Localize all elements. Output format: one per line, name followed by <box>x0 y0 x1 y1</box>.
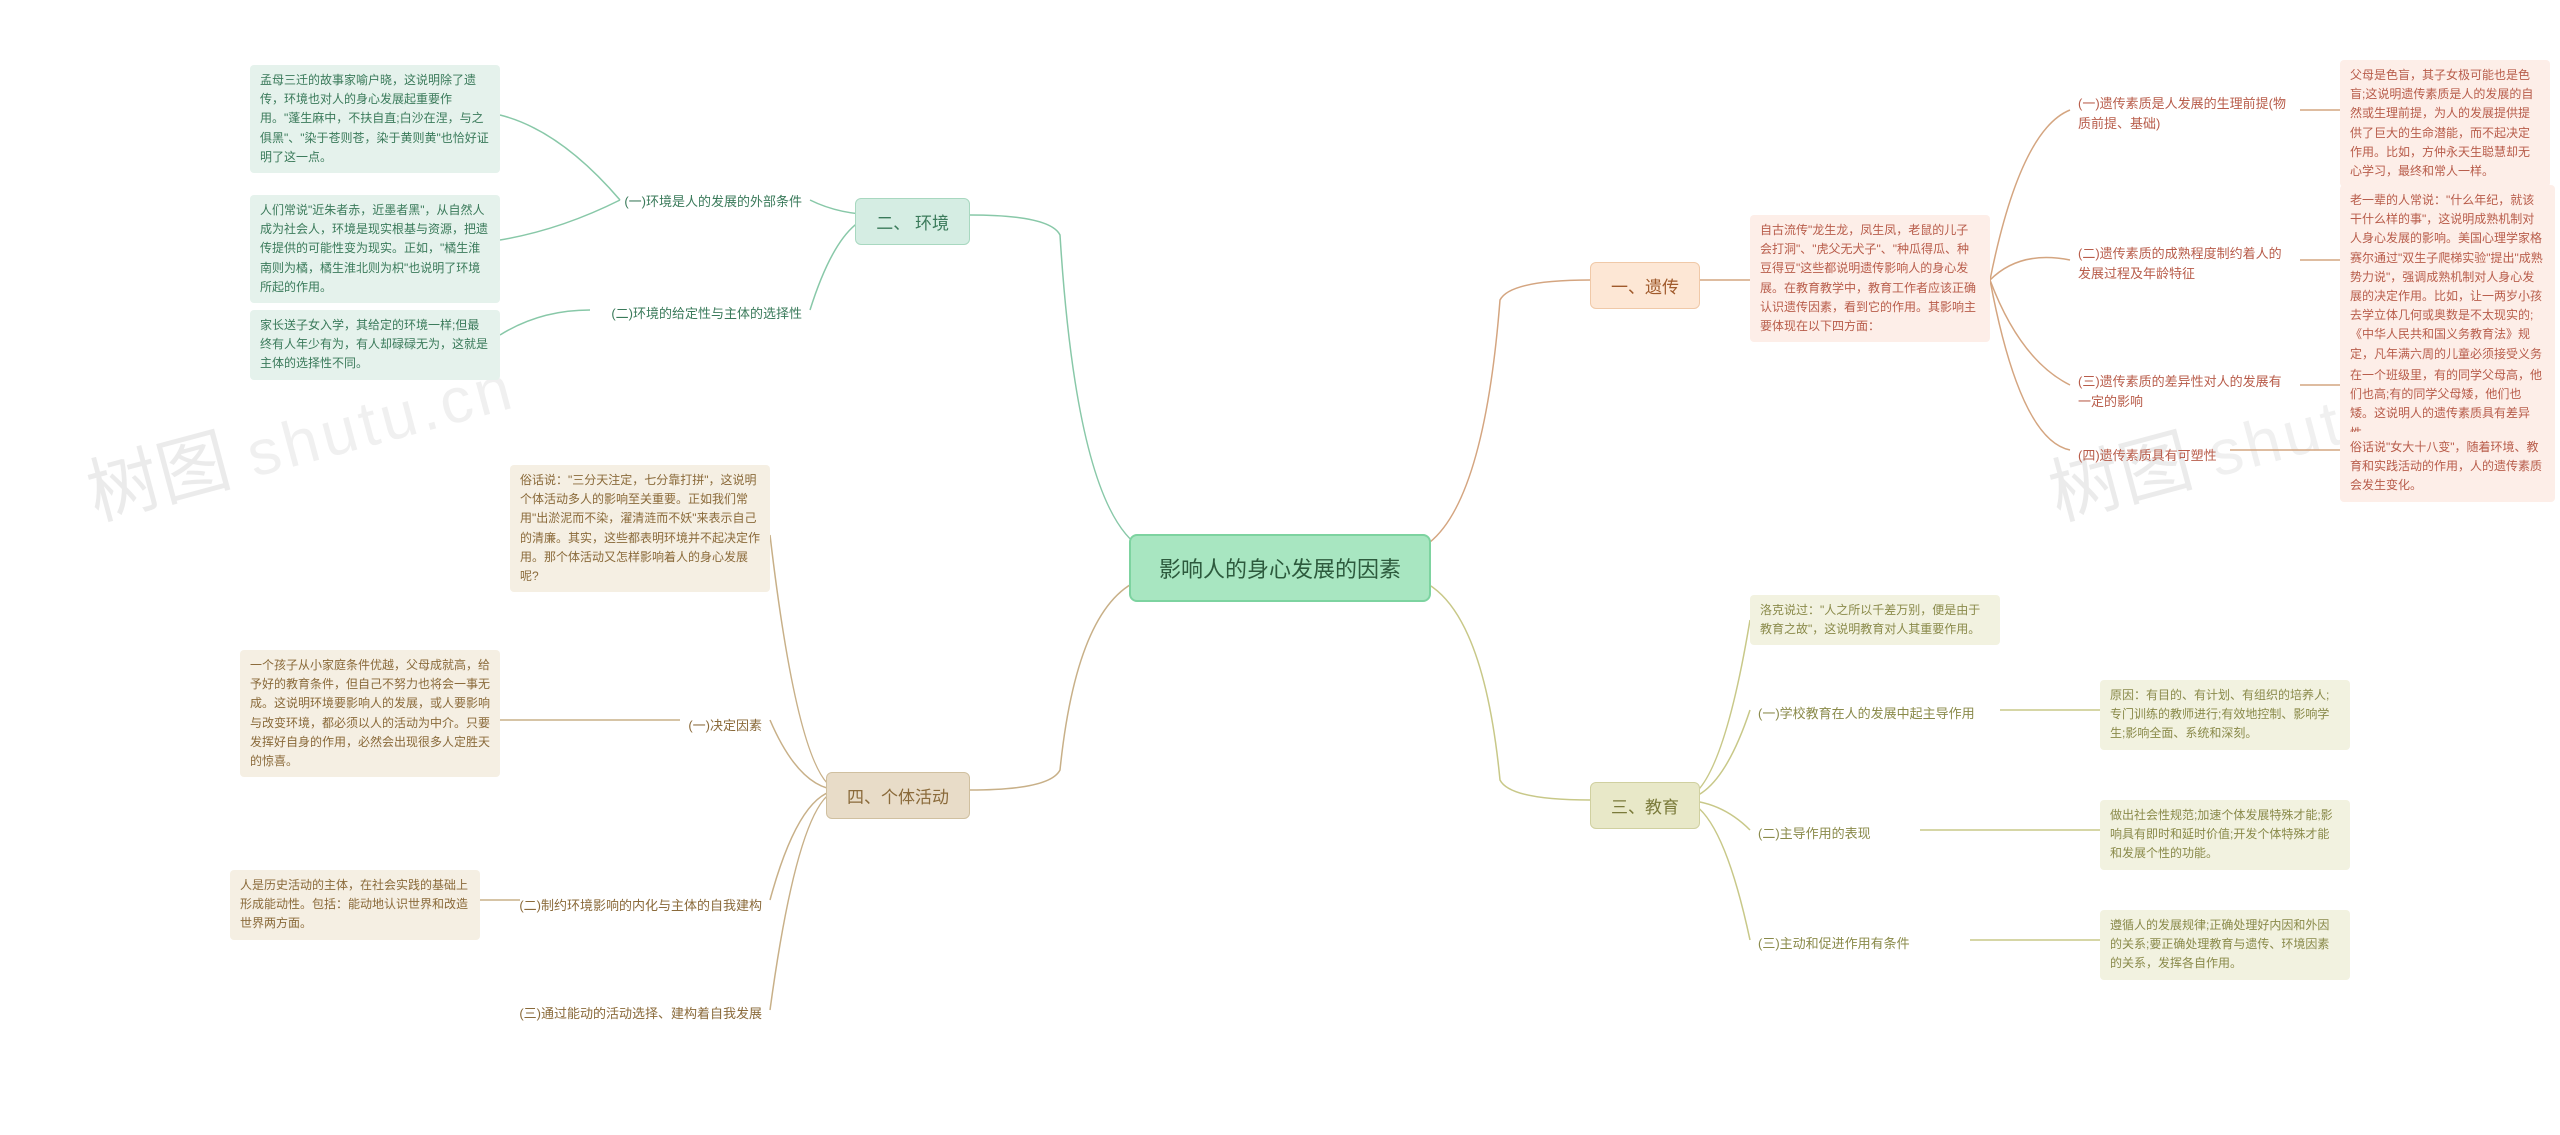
education-sub2: (二)主导作用的表现 <box>1750 820 1879 848</box>
education-sub2-leaf: 做出社会性规范;加速个体发展特殊才能;影响具有即时和延时价值;开发个体特殊才能和… <box>2100 800 2350 870</box>
education-sub3-leaf: 遵循人的发展规律;正确处理好内因和外因的关系;要正确处理教育与遗传、环境因素的关… <box>2100 910 2350 980</box>
branch-education: 三、教育 <box>1590 782 1700 829</box>
activity-intro: 俗话说："三分天注定，七分靠打拼"，这说明个体活动多人的影响至关重要。正如我们常… <box>510 465 770 592</box>
center-node: 影响人的身心发展的因素 <box>1129 534 1431 602</box>
environment-sub2-leaf: 家长送子女入学，其给定的环境一样;但最终有人年少有为，有人却碌碌无为，这就是主体… <box>250 310 500 380</box>
branch-environment: 二、 环境 <box>855 198 970 245</box>
environment-sub1-leaf1: 孟母三迁的故事家喻户晓，这说明除了遗传，环境也对人的身心发展起重要作用。"蓬生麻… <box>250 65 500 173</box>
education-intro: 洛克说过："人之所以千差万别，便是由于教育之故"，这说明教育对人其重要作用。 <box>1750 595 2000 645</box>
education-sub1-leaf: 原因：有目的、有计划、有组织的培养人;专门训练的教师进行;有效地控制、影响学生;… <box>2100 680 2350 750</box>
activity-sub1: (一)决定因素 <box>680 712 770 740</box>
center-title: 影响人的身心发展的因素 <box>1159 557 1401 582</box>
branch-heredity: 一、遗传 <box>1590 262 1700 309</box>
environment-sub1-leaf2: 人们常说"近朱者赤，近墨者黑"，从自然人成为社会人，环境是现实根基与资源，把遗传… <box>250 195 500 303</box>
heredity-sub4: (四)遗传素质具有可塑性 <box>2070 442 2225 470</box>
activity-sub2: (二)制约环境影响的内化与主体的自我建构 <box>511 892 770 920</box>
heredity-sub3: (三)遗传素质的差异性对人的发展有一定的影响 <box>2070 368 2300 415</box>
heredity-sub1-leaf: 父母是色盲，其子女极可能也是色盲;这说明遗传素质是人的发展的自然或生理前提，为人… <box>2340 60 2550 187</box>
heredity-sub4-leaf: 俗话说"女大十八变"，随着环境、教育和实践活动的作用，人的遗传素质会发生变化。 <box>2340 432 2555 502</box>
heredity-sub1: (一)遗传素质是人发展的生理前提(物质前提、基础) <box>2070 90 2300 137</box>
activity-sub1-leaf: 一个孩子从小家庭条件优越，父母成就高，给予好的教育条件，但自己不努力也将会一事无… <box>240 650 500 777</box>
heredity-intro: 自古流传"龙生龙，凤生凤，老鼠的儿子会打洞"、"虎父无犬子"、"种瓜得瓜、种豆得… <box>1750 215 1990 342</box>
education-sub1: (一)学校教育在人的发展中起主导作用 <box>1750 700 1983 728</box>
activity-sub3: (三)通过能动的活动选择、建构着自我发展 <box>511 1000 770 1028</box>
heredity-sub2: (二)遗传素质的成熟程度制约着人的发展过程及年龄特征 <box>2070 240 2300 287</box>
environment-sub1: (一)环境是人的发展的外部条件 <box>616 188 810 216</box>
education-sub3: (三)主动和促进作用有条件 <box>1750 930 1918 958</box>
environment-sub2: (二)环境的给定性与主体的选择性 <box>603 300 810 328</box>
activity-sub2-leaf: 人是历史活动的主体，在社会实践的基础上形成能动性。包括：能动地认识世界和改造世界… <box>230 870 480 940</box>
branch-activity: 四、个体活动 <box>826 772 970 819</box>
